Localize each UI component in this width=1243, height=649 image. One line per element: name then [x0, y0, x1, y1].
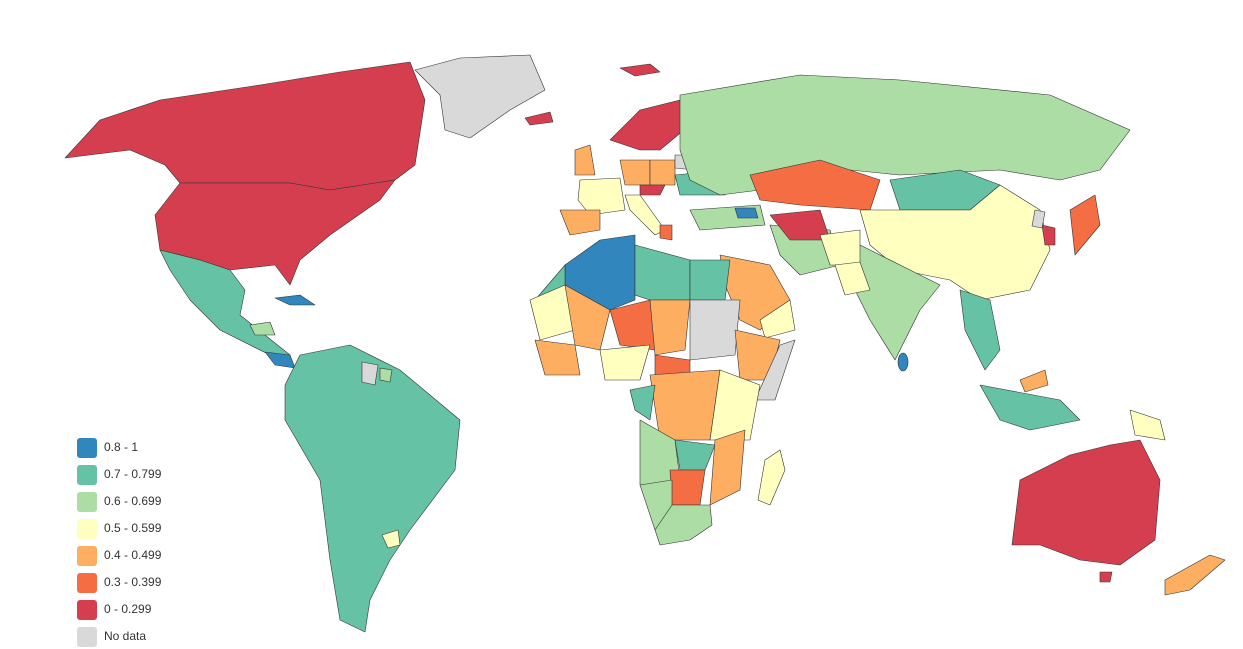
country	[1011, 439, 1161, 566]
country	[639, 184, 666, 196]
country	[64, 61, 426, 191]
legend-swatch	[77, 600, 97, 620]
legend-label: 0.5 - 0.599	[104, 521, 162, 535]
country	[959, 289, 1001, 371]
country	[649, 159, 676, 186]
legend-swatch	[77, 438, 97, 458]
legend-label: 0 - 0.299	[104, 602, 152, 616]
legend: 0.8 - 1 0.7 - 0.799 0.6 - 0.699 0.5 - 0.599…	[77, 438, 162, 647]
country	[379, 367, 393, 383]
country	[1099, 571, 1113, 583]
country	[634, 244, 691, 301]
country	[1069, 194, 1101, 256]
country	[609, 99, 691, 151]
legend-label: No data	[104, 629, 146, 643]
legend-swatch	[77, 492, 97, 512]
legend-label: 0.7 - 0.799	[104, 467, 162, 481]
country	[1164, 554, 1226, 596]
country	[274, 294, 316, 306]
country	[1019, 369, 1049, 393]
country	[1129, 409, 1166, 441]
country	[709, 429, 746, 506]
country	[577, 177, 626, 216]
country	[629, 384, 656, 421]
country	[1031, 209, 1046, 229]
country	[381, 529, 401, 549]
legend-swatch	[77, 573, 97, 593]
country	[689, 299, 741, 361]
country	[709, 369, 761, 441]
legend-label: 0.6 - 0.699	[104, 494, 162, 508]
country	[534, 339, 581, 376]
country	[414, 54, 546, 139]
country	[619, 159, 651, 186]
country	[759, 299, 796, 339]
country	[574, 144, 596, 176]
country	[624, 194, 666, 236]
country	[559, 209, 601, 236]
legend-label: 0.4 - 0.499	[104, 548, 162, 562]
country	[734, 207, 759, 219]
country	[979, 384, 1081, 431]
countries	[64, 54, 1226, 633]
legend-label: 0.3 - 0.399	[104, 575, 162, 589]
country	[1041, 224, 1056, 246]
legend-swatch	[77, 465, 97, 485]
country	[284, 344, 461, 633]
country	[659, 224, 673, 241]
country	[619, 63, 661, 77]
legend-label: 0.8 - 1	[104, 440, 138, 454]
country	[361, 361, 379, 386]
country	[679, 74, 1131, 196]
country	[249, 321, 276, 336]
country	[649, 299, 691, 356]
legend-swatch	[77, 627, 97, 647]
country	[689, 259, 731, 301]
country	[654, 504, 713, 546]
legend-swatch	[77, 546, 97, 566]
legend-swatch	[77, 519, 97, 539]
country	[897, 352, 909, 372]
country	[649, 369, 721, 441]
country	[599, 344, 651, 381]
country	[674, 439, 716, 471]
country	[264, 351, 296, 369]
country	[669, 469, 706, 506]
country	[754, 339, 796, 401]
country	[524, 111, 554, 126]
country	[834, 261, 871, 296]
country	[757, 449, 786, 506]
